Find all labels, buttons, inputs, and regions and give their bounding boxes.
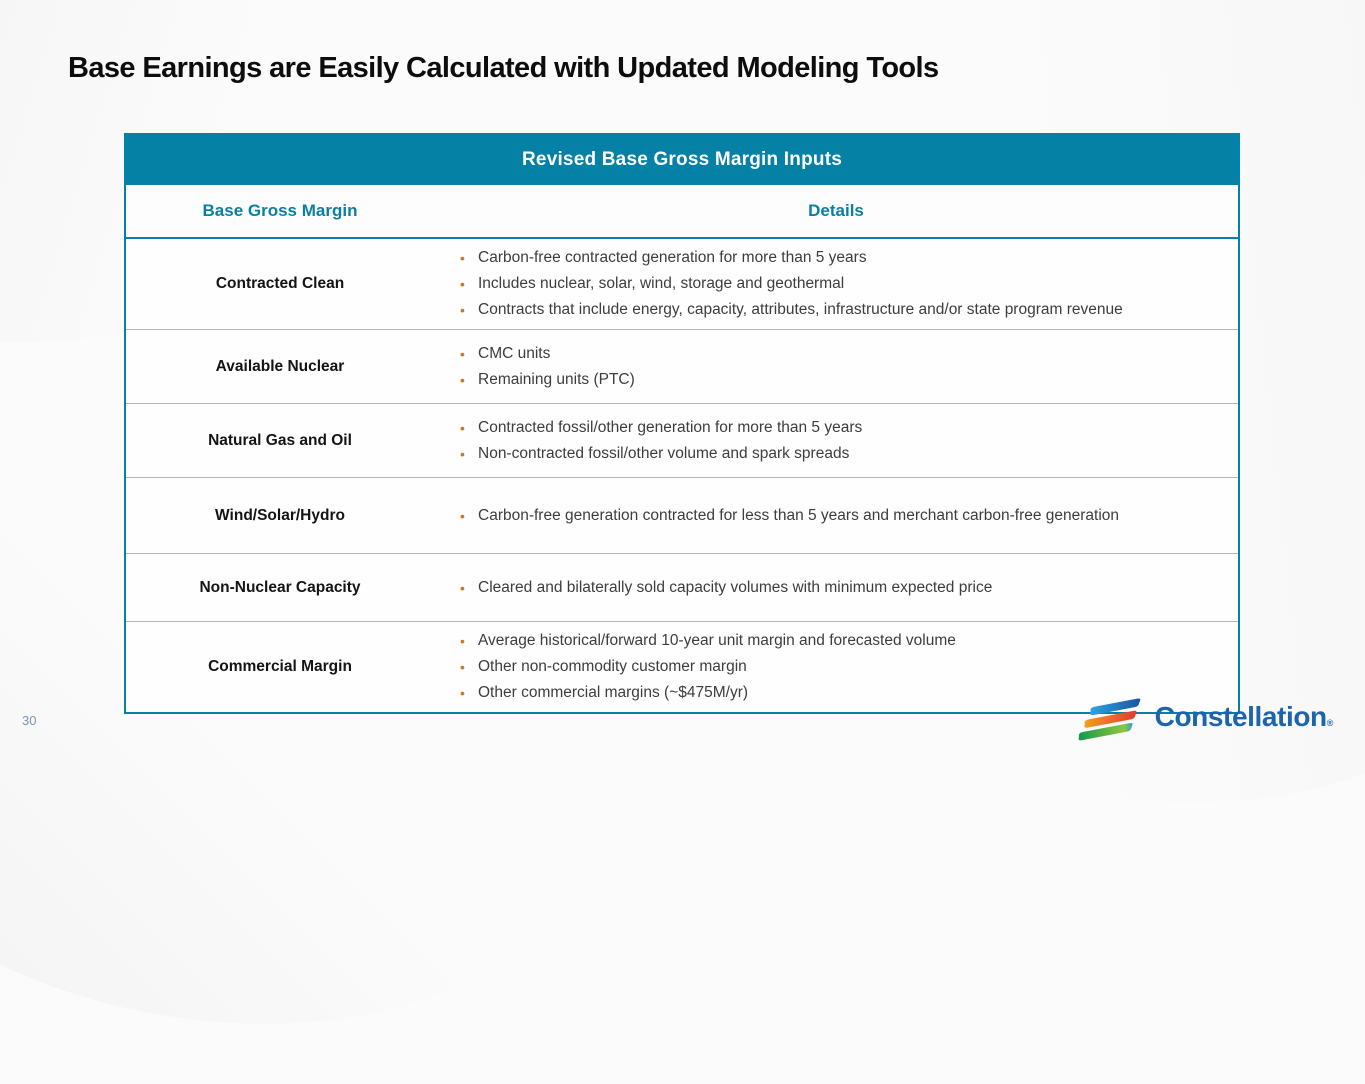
detail-item: Cleared and bilaterally sold capacity vo…: [460, 575, 1222, 601]
table-row: Contracted Clean Carbon-free contracted …: [126, 239, 1238, 330]
row-label: Wind/Solar/Hydro: [215, 506, 345, 524]
table-body: Contracted Clean Carbon-free contracted …: [126, 239, 1238, 712]
detail-item: Non-contracted fossil/other volume and s…: [460, 441, 1222, 467]
constellation-swoosh-icon: [1078, 698, 1140, 741]
row-details: CMC unitsRemaining units (PTC): [434, 330, 1238, 403]
row-label: Commercial Margin: [208, 658, 352, 675]
table-row: Available Nuclear CMC unitsRemaining uni…: [126, 330, 1238, 404]
detail-item: Other commercial margins (~$475M/yr): [460, 680, 1222, 706]
row-label: Non-Nuclear Capacity: [199, 578, 361, 596]
detail-item: Carbon-free generation contracted for le…: [460, 503, 1222, 529]
constellation-wordmark: Constellation®: [1154, 701, 1334, 732]
constellation-logo: Constellation®: [1075, 694, 1333, 746]
column-header-base-gross-margin: Base Gross Margin: [202, 201, 358, 220]
row-label: Available Nuclear: [215, 357, 345, 375]
detail-item: Other non-commodity customer margin: [460, 654, 1222, 680]
row-details: Carbon-free contracted generation for mo…: [434, 239, 1238, 329]
detail-item: Includes nuclear, solar, wind, storage a…: [460, 271, 1222, 297]
row-details: Cleared and bilaterally sold capacity vo…: [434, 554, 1238, 621]
detail-list: Contracted fossil/other generation for m…: [434, 415, 1222, 467]
detail-item: Average historical/forward 10-year unit …: [460, 628, 1222, 654]
row-label: Natural Gas and Oil: [208, 431, 352, 449]
table-row: Non-Nuclear Capacity Cleared and bilater…: [126, 554, 1238, 622]
table-column-headers: Base Gross Margin Details: [126, 185, 1238, 239]
page-number: 30: [22, 713, 37, 728]
detail-item: Contracted fossil/other generation for m…: [460, 415, 1222, 441]
detail-list: Cleared and bilaterally sold capacity vo…: [434, 575, 1222, 601]
detail-item: Contracts that include energy, capacity,…: [460, 297, 1222, 323]
slide-title: Base Earnings are Easily Calculated with…: [68, 52, 939, 84]
row-details: Carbon-free generation contracted for le…: [434, 478, 1238, 553]
row-details: Contracted fossil/other generation for m…: [434, 404, 1238, 477]
detail-item: Remaining units (PTC): [460, 367, 1222, 393]
row-label: Contracted Clean: [215, 275, 345, 292]
table-row: Commercial Margin Average historical/for…: [126, 622, 1238, 712]
table-row: Wind/Solar/Hydro Carbon-free generation …: [126, 478, 1238, 554]
detail-item: CMC units: [460, 341, 1222, 367]
table-row: Natural Gas and Oil Contracted fossil/ot…: [126, 404, 1238, 478]
registered-trademark: ®: [1326, 718, 1334, 728]
row-details: Average historical/forward 10-year unit …: [434, 622, 1238, 712]
detail-item: Carbon-free contracted generation for mo…: [460, 245, 1222, 271]
detail-list: Carbon-free contracted generation for mo…: [434, 245, 1222, 323]
gross-margin-table: Revised Base Gross Margin Inputs Base Gr…: [124, 133, 1240, 714]
detail-list: CMC unitsRemaining units (PTC): [434, 341, 1222, 393]
slide: { "slide": { "title": "Base Earnings are…: [0, 0, 1365, 768]
table-title: Revised Base Gross Margin Inputs: [126, 135, 1238, 185]
detail-list: Average historical/forward 10-year unit …: [434, 628, 1222, 706]
detail-list: Carbon-free generation contracted for le…: [434, 503, 1222, 529]
column-header-details: Details: [808, 201, 864, 220]
